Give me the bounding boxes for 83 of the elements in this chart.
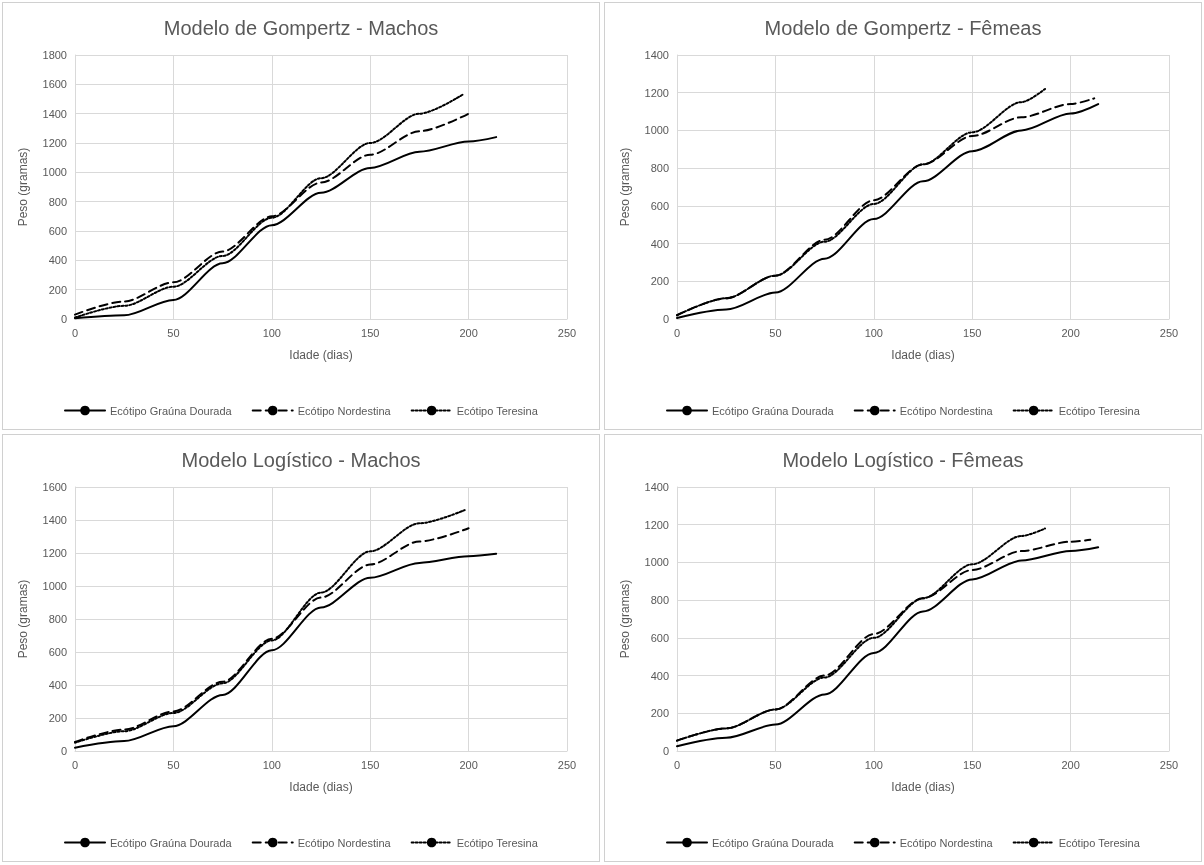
y-tick-label: 400 <box>48 254 67 267</box>
x-tick-label: 50 <box>167 758 180 771</box>
y-tick-label: 600 <box>48 646 67 658</box>
y-tick-label: 1800 <box>42 49 67 61</box>
chart-title: Modelo Logístico - Fêmeas <box>782 449 1024 471</box>
legend-label: Ecótipo Graúna Dourada <box>110 836 233 849</box>
x-tick-label: 0 <box>71 758 79 771</box>
x-tick-label: 150 <box>963 758 982 771</box>
y-tick-label: 1200 <box>42 547 67 559</box>
x-tick-label: 200 <box>459 326 478 339</box>
y-tick-label: 1200 <box>644 86 669 99</box>
legend-label: Ecótipo Graúna Dourada <box>712 836 835 849</box>
chart-title: Modelo Logístico - Machos <box>181 449 421 471</box>
y-tick-label: 0 <box>662 745 669 757</box>
y-tick-label: 200 <box>48 712 67 724</box>
y-tick-label: 600 <box>48 225 67 237</box>
y-tick-label: 800 <box>650 594 669 607</box>
y-axis-title: Peso (gramas) <box>16 147 30 227</box>
legend-label: Ecótipo Teresina <box>456 836 539 849</box>
x-tick-label: 50 <box>167 326 180 339</box>
y-tick-label: 200 <box>650 275 669 288</box>
x-tick-label: 200 <box>1061 326 1080 339</box>
x-axis-title: Idade (dias) <box>891 348 955 362</box>
x-tick-label: 100 <box>262 326 281 339</box>
x-tick-label: 250 <box>557 326 577 339</box>
x-tick-label: 50 <box>769 758 782 771</box>
x-tick-label: 50 <box>769 326 782 339</box>
x-tick-label: 250 <box>1159 326 1179 339</box>
y-tick-label: 600 <box>650 631 669 644</box>
y-tick-label: 800 <box>650 162 669 175</box>
legend-label: Ecótipo Nordestina <box>899 836 994 849</box>
x-tick-label: 100 <box>864 758 883 771</box>
y-axis-title: Peso (gramas) <box>16 579 30 659</box>
x-tick-label: 150 <box>963 326 982 339</box>
x-tick-label: 100 <box>864 326 883 339</box>
y-tick-label: 600 <box>650 199 669 212</box>
y-tick-label: 400 <box>48 679 67 691</box>
x-axis-title: Idade (dias) <box>289 780 353 794</box>
y-tick-label: 200 <box>650 707 669 720</box>
y-tick-label: 1400 <box>42 514 67 526</box>
y-tick-label: 0 <box>662 313 669 325</box>
y-tick-label: 800 <box>48 613 67 625</box>
x-tick-label: 250 <box>557 758 577 771</box>
y-tick-label: 200 <box>48 283 67 296</box>
legend-label: Ecótipo Nordestina <box>297 404 392 417</box>
y-axis-title: Peso (gramas) <box>618 579 632 659</box>
y-tick-label: 1400 <box>644 49 669 61</box>
x-axis-title: Idade (dias) <box>289 348 353 362</box>
legend-label: Ecótipo Graúna Dourada <box>712 404 835 417</box>
chart-title: Modelo de Gompertz - Fêmeas <box>764 17 1042 39</box>
x-tick-label: 0 <box>673 758 681 771</box>
y-tick-label: 1400 <box>644 481 669 493</box>
x-tick-label: 150 <box>361 758 380 771</box>
x-tick-label: 250 <box>1159 758 1179 771</box>
legend-label: Ecótipo Teresina <box>1058 404 1141 417</box>
y-tick-label: 0 <box>60 313 67 325</box>
x-tick-label: 0 <box>673 326 681 339</box>
y-tick-label: 400 <box>650 237 669 250</box>
y-tick-label: 1000 <box>644 556 669 569</box>
x-tick-label: 150 <box>361 326 380 339</box>
legend-label: Ecótipo Nordestina <box>297 836 392 849</box>
y-tick-label: 1600 <box>42 78 67 91</box>
x-tick-label: 200 <box>459 758 478 771</box>
x-tick-label: 100 <box>262 758 281 771</box>
x-tick-label: 200 <box>1061 758 1080 771</box>
y-tick-label: 1200 <box>644 518 669 531</box>
y-tick-label: 0 <box>60 745 67 757</box>
x-tick-label: 0 <box>71 326 79 339</box>
y-tick-label: 400 <box>650 669 669 682</box>
y-tick-label: 1000 <box>42 166 67 179</box>
y-tick-label: 1600 <box>42 481 67 493</box>
x-axis-title: Idade (dias) <box>891 780 955 794</box>
chart-title: Modelo de Gompertz - Machos <box>163 17 439 39</box>
legend-label: Ecótipo Graúna Dourada <box>110 404 233 417</box>
legend-label: Ecótipo Nordestina <box>899 404 994 417</box>
y-tick-label: 1400 <box>42 107 67 120</box>
y-tick-label: 1000 <box>644 124 669 137</box>
y-tick-label: 1200 <box>42 137 67 149</box>
legend-label: Ecótipo Teresina <box>1058 836 1141 849</box>
y-tick-label: 800 <box>48 195 67 208</box>
y-axis-title: Peso (gramas) <box>618 147 632 227</box>
y-tick-label: 1000 <box>42 580 67 592</box>
legend-label: Ecótipo Teresina <box>456 404 539 417</box>
